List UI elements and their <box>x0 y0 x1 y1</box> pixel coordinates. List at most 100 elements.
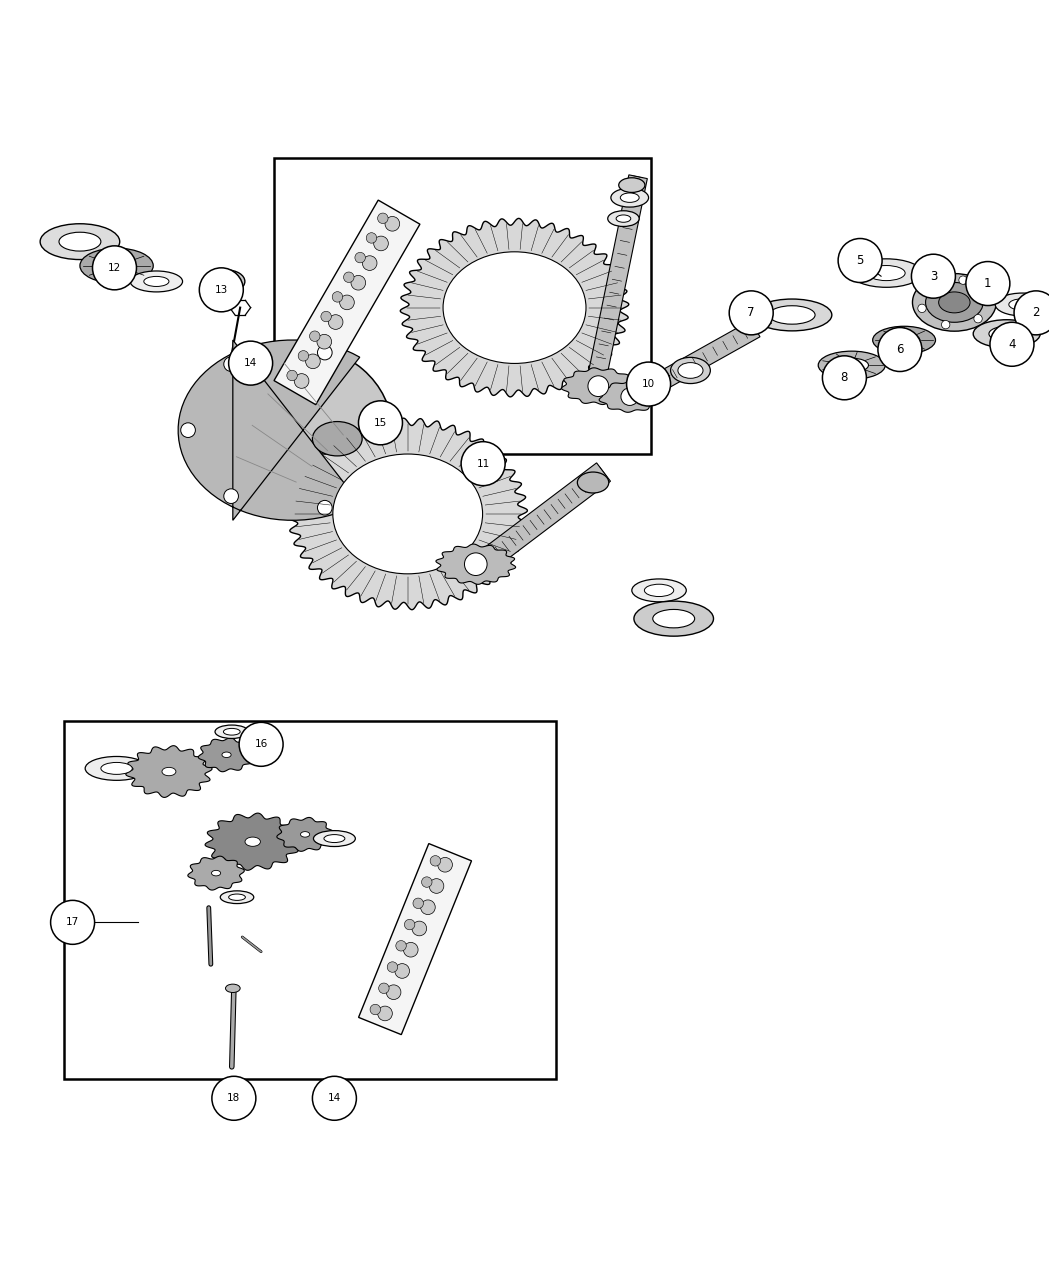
Ellipse shape <box>324 835 344 843</box>
Ellipse shape <box>835 358 868 372</box>
Circle shape <box>464 553 487 575</box>
Circle shape <box>990 323 1034 366</box>
Ellipse shape <box>608 210 639 227</box>
Circle shape <box>287 370 297 381</box>
Circle shape <box>838 238 882 283</box>
Circle shape <box>313 1076 356 1121</box>
Ellipse shape <box>222 752 231 757</box>
Polygon shape <box>205 813 300 871</box>
FancyBboxPatch shape <box>274 200 420 404</box>
Circle shape <box>181 423 195 437</box>
Circle shape <box>362 256 377 270</box>
Circle shape <box>387 961 398 973</box>
Circle shape <box>588 376 609 397</box>
Ellipse shape <box>616 215 631 222</box>
Text: 14: 14 <box>244 358 257 368</box>
Circle shape <box>379 983 390 993</box>
Text: 6: 6 <box>896 343 904 356</box>
Ellipse shape <box>443 251 586 363</box>
Ellipse shape <box>912 274 996 332</box>
Circle shape <box>351 275 365 291</box>
Circle shape <box>370 1005 380 1015</box>
Ellipse shape <box>101 762 132 774</box>
Circle shape <box>332 292 342 302</box>
Text: 10: 10 <box>642 379 655 389</box>
Ellipse shape <box>208 270 245 293</box>
Text: 17: 17 <box>66 917 79 927</box>
Text: 13: 13 <box>214 284 228 295</box>
FancyBboxPatch shape <box>358 844 471 1034</box>
Ellipse shape <box>873 326 936 354</box>
Circle shape <box>621 388 638 405</box>
Circle shape <box>396 941 406 951</box>
Polygon shape <box>620 320 760 411</box>
Text: 15: 15 <box>374 418 387 428</box>
Polygon shape <box>584 175 648 399</box>
Circle shape <box>942 320 950 329</box>
Circle shape <box>378 213 388 223</box>
Ellipse shape <box>300 831 310 838</box>
Circle shape <box>239 723 284 766</box>
Circle shape <box>294 374 309 389</box>
Circle shape <box>918 305 926 312</box>
Ellipse shape <box>653 609 695 627</box>
Circle shape <box>1014 291 1050 335</box>
Ellipse shape <box>678 362 704 379</box>
Circle shape <box>317 346 332 360</box>
Ellipse shape <box>974 273 998 289</box>
Ellipse shape <box>220 891 254 904</box>
Circle shape <box>385 217 400 231</box>
Text: 8: 8 <box>841 371 848 384</box>
Ellipse shape <box>850 259 922 287</box>
Text: 1: 1 <box>984 277 991 289</box>
Circle shape <box>438 857 453 872</box>
Circle shape <box>878 328 922 371</box>
Circle shape <box>224 357 238 371</box>
Text: 18: 18 <box>227 1093 240 1103</box>
Ellipse shape <box>245 838 260 847</box>
Circle shape <box>224 488 238 504</box>
Circle shape <box>966 261 1010 306</box>
Ellipse shape <box>80 249 153 283</box>
Circle shape <box>413 898 423 909</box>
Ellipse shape <box>973 320 1041 348</box>
Circle shape <box>200 268 244 312</box>
Circle shape <box>378 1006 393 1021</box>
Circle shape <box>92 246 136 289</box>
Ellipse shape <box>216 275 237 288</box>
Circle shape <box>978 273 994 289</box>
Ellipse shape <box>98 256 135 275</box>
Circle shape <box>306 354 320 368</box>
Ellipse shape <box>818 351 885 379</box>
Ellipse shape <box>752 300 832 332</box>
Ellipse shape <box>215 725 249 738</box>
Ellipse shape <box>632 579 687 602</box>
Text: 12: 12 <box>108 263 121 273</box>
Circle shape <box>343 272 354 283</box>
Circle shape <box>926 282 934 291</box>
Circle shape <box>430 856 441 866</box>
Circle shape <box>403 942 418 958</box>
Polygon shape <box>600 381 660 412</box>
Ellipse shape <box>925 283 983 323</box>
Ellipse shape <box>313 422 362 456</box>
Circle shape <box>317 500 332 515</box>
Ellipse shape <box>59 232 101 251</box>
Ellipse shape <box>645 584 674 597</box>
Ellipse shape <box>578 472 609 493</box>
Circle shape <box>298 351 309 361</box>
Circle shape <box>983 292 991 301</box>
Text: 7: 7 <box>748 306 755 319</box>
Polygon shape <box>288 418 527 609</box>
Text: 3: 3 <box>929 270 937 283</box>
Ellipse shape <box>193 344 392 516</box>
Ellipse shape <box>211 871 220 876</box>
Polygon shape <box>436 544 516 584</box>
Ellipse shape <box>229 894 246 900</box>
Circle shape <box>310 332 320 342</box>
Ellipse shape <box>618 177 645 193</box>
Circle shape <box>421 877 432 887</box>
Circle shape <box>374 236 388 251</box>
Polygon shape <box>126 746 212 797</box>
Ellipse shape <box>621 193 639 203</box>
